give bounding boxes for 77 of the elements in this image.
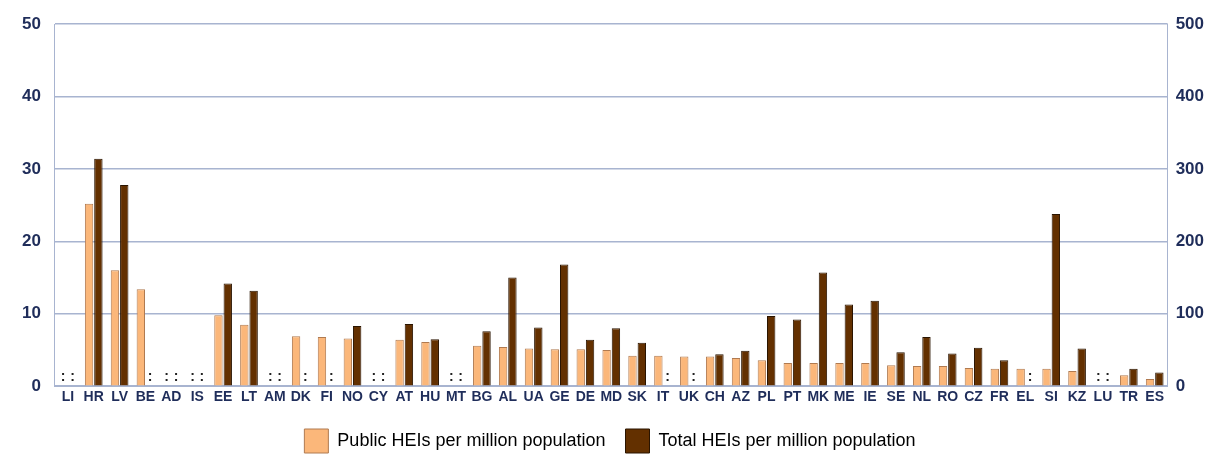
- text: :: [1027, 368, 1033, 385]
- x-tick-label: LU: [1093, 388, 1113, 405]
- y2-tick-label: 500: [1175, 13, 1205, 33]
- x-tick-label: BG: [471, 388, 493, 405]
- x-tick-label: NO: [342, 388, 364, 405]
- x-tick-label: IT: [656, 388, 670, 405]
- text: :: [164, 368, 170, 385]
- text: :: [665, 368, 671, 385]
- x-tick-label: MK: [807, 388, 830, 405]
- x-tick-label: HR: [83, 388, 104, 405]
- legend-label: Total HEIs per million population: [658, 429, 916, 450]
- x-tick-label: SK: [627, 388, 647, 405]
- y-tick-label: 20: [21, 231, 41, 251]
- text: :: [277, 368, 282, 385]
- y2-tick-label: 300: [1175, 158, 1205, 178]
- x-tick-label: CZ: [964, 388, 984, 405]
- x-tick-label: DE: [575, 388, 596, 405]
- y2-tick-label: 0: [1175, 375, 1186, 395]
- y2-tick-label: 200: [1175, 231, 1205, 251]
- x-tick-label: FR: [990, 388, 1009, 405]
- x-tick-label: PL: [757, 388, 776, 405]
- x-tick-label: UK: [678, 388, 700, 405]
- text: :: [380, 368, 386, 385]
- x-tick-label: TR: [1119, 388, 1139, 405]
- x-tick-label: AD: [161, 388, 182, 405]
- y-tick-label: 50: [21, 13, 41, 33]
- x-tick-label: GE: [549, 388, 570, 405]
- text: :: [173, 368, 179, 385]
- text: :: [449, 368, 454, 385]
- text: :: [60, 368, 66, 385]
- x-tick-label: CH: [704, 388, 725, 405]
- text: :: [303, 368, 308, 385]
- y-tick-label: 10: [21, 303, 41, 323]
- x-tick-label: BE: [135, 388, 156, 405]
- x-tick-label: HU: [420, 388, 441, 405]
- text: :: [147, 368, 153, 385]
- x-tick-label: LV: [111, 388, 129, 405]
- text: :: [691, 368, 696, 385]
- x-tick-label: UA: [523, 388, 544, 405]
- x-tick-label: AT: [395, 388, 414, 405]
- x-tick-label: NL: [912, 388, 932, 405]
- x-tick-label: LT: [240, 388, 258, 405]
- y-tick-label: 0: [31, 375, 41, 395]
- x-tick-label: EE: [213, 388, 233, 405]
- y-tick-label: 40: [21, 86, 41, 106]
- text: :: [267, 368, 273, 385]
- x-tick-label: AM: [263, 388, 286, 405]
- text: :: [199, 368, 205, 385]
- y-tick-label: 30: [21, 158, 41, 178]
- text: :: [328, 368, 334, 385]
- text: :: [371, 368, 377, 385]
- y2-tick-label: 100: [1175, 303, 1205, 323]
- legend-label: Public HEIs per million population: [337, 429, 606, 450]
- x-tick-label: AZ: [731, 388, 751, 405]
- text: :: [458, 368, 463, 385]
- x-tick-label: DK: [290, 388, 311, 405]
- x-tick-label: KZ: [1067, 388, 1087, 405]
- x-tick-label: EL: [1016, 388, 1035, 405]
- x-tick-label: SE: [886, 388, 906, 405]
- text: :: [1095, 368, 1101, 385]
- x-tick-label: MT: [445, 388, 467, 405]
- x-tick-label: LI: [61, 388, 75, 405]
- text: :: [70, 368, 75, 385]
- y2-tick-label: 400: [1175, 86, 1205, 106]
- x-tick-label: ES: [1145, 388, 1165, 405]
- x-tick-label: CY: [368, 388, 389, 405]
- x-tick-label: AL: [498, 388, 518, 405]
- x-tick-label: FI: [320, 388, 333, 405]
- x-tick-label: PT: [783, 388, 802, 405]
- x-tick-label: IE: [863, 388, 877, 405]
- x-tick-label: IS: [190, 388, 204, 405]
- x-tick-label: RO: [937, 388, 959, 405]
- text: :: [1105, 368, 1110, 385]
- x-tick-label: ME: [833, 388, 855, 405]
- x-tick-label: SI: [1044, 388, 1058, 405]
- x-tick-label: MD: [600, 388, 623, 405]
- text: :: [190, 368, 195, 385]
